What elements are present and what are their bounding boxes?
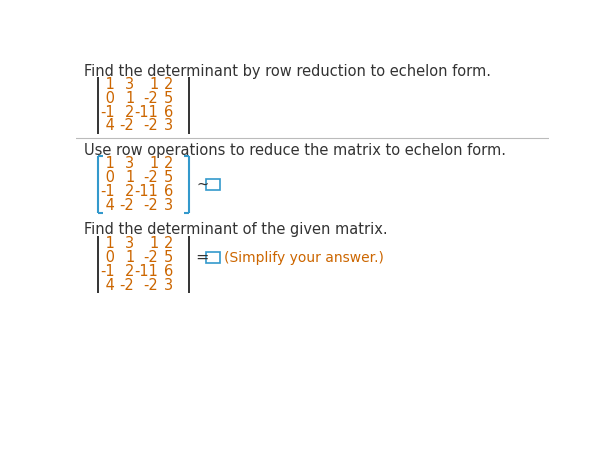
Text: 1: 1 [101, 236, 115, 251]
Text: 3: 3 [125, 236, 134, 251]
Text: 1: 1 [101, 156, 115, 171]
Text: 6: 6 [164, 264, 173, 279]
Text: -2: -2 [143, 250, 159, 265]
Text: 1: 1 [125, 91, 134, 106]
Text: 3: 3 [125, 156, 134, 171]
Text: 1: 1 [125, 250, 134, 265]
Text: =: = [195, 250, 209, 265]
Bar [206, 252, 220, 263]
Text: 2: 2 [163, 236, 173, 251]
Text: -11: -11 [135, 264, 159, 279]
Text: -11: -11 [135, 105, 159, 120]
Text: Use row operations to reduce the matrix to echelon form.: Use row operations to reduce the matrix … [84, 143, 506, 158]
Text: 1: 1 [149, 236, 159, 251]
Text: 6: 6 [164, 105, 173, 120]
Text: 5: 5 [164, 170, 173, 185]
Text: -2: -2 [120, 198, 134, 213]
Text: 1: 1 [125, 170, 134, 185]
Text: -1: -1 [101, 184, 115, 199]
Text: 2: 2 [125, 184, 134, 199]
Text: Find the determinant of the given matrix.: Find the determinant of the given matrix… [84, 222, 387, 237]
Text: -2: -2 [143, 278, 159, 293]
Bar [206, 179, 220, 190]
Text: 4: 4 [101, 119, 115, 134]
Text: Find the determinant by row reduction to echelon form.: Find the determinant by row reduction to… [84, 63, 491, 79]
Text: 0: 0 [101, 170, 115, 185]
Text: ~: ~ [196, 177, 209, 192]
Text: 2: 2 [163, 156, 173, 171]
Text: -2: -2 [143, 170, 159, 185]
Text: 3: 3 [164, 119, 173, 134]
Text: 6: 6 [164, 184, 173, 199]
Text: -2: -2 [143, 91, 159, 106]
Text: 0: 0 [101, 250, 115, 265]
Text: 1: 1 [101, 77, 115, 92]
Text: 0: 0 [101, 91, 115, 106]
Text: 2: 2 [163, 77, 173, 92]
Text: -2: -2 [143, 119, 159, 134]
Text: -1: -1 [101, 105, 115, 120]
Text: -2: -2 [120, 278, 134, 293]
Text: 3: 3 [125, 77, 134, 92]
Text: 4: 4 [101, 198, 115, 213]
Text: 3: 3 [164, 198, 173, 213]
Text: 1: 1 [149, 77, 159, 92]
Text: 2: 2 [125, 105, 134, 120]
Text: -1: -1 [101, 264, 115, 279]
Text: 5: 5 [164, 250, 173, 265]
Text: 2: 2 [125, 264, 134, 279]
Text: (Simplify your answer.): (Simplify your answer.) [223, 251, 383, 265]
Text: 4: 4 [101, 278, 115, 293]
Text: 5: 5 [164, 91, 173, 106]
Text: 1: 1 [149, 156, 159, 171]
Text: -2: -2 [120, 119, 134, 134]
Text: 3: 3 [164, 278, 173, 293]
Text: -11: -11 [135, 184, 159, 199]
Text: -2: -2 [143, 198, 159, 213]
